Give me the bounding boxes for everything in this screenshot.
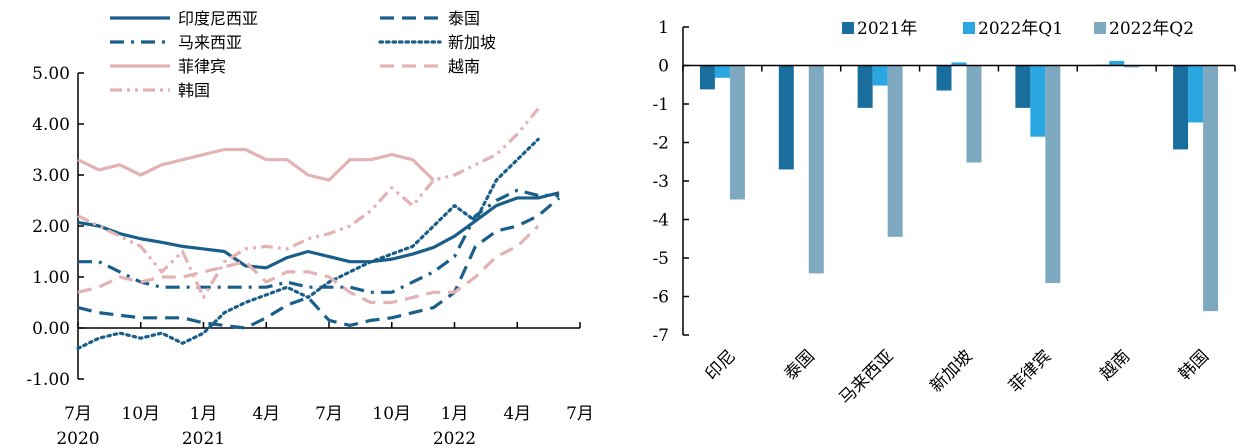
y-tick-label: 1.00 [32, 268, 70, 288]
x-tick-month: 10月 [372, 404, 411, 424]
y-tick-label: -3 [652, 172, 669, 192]
x-tick-month: 4月 [503, 404, 531, 424]
x-tick-year: 2022 [433, 429, 476, 448]
category-label: 泰国 [781, 346, 819, 384]
x-tick-month: 7月 [64, 404, 92, 424]
y-tick-label: -1.00 [26, 370, 70, 390]
y-tick-label: -4 [652, 211, 669, 231]
x-tick-month: 10月 [121, 404, 160, 424]
y-tick-label: -6 [652, 288, 669, 308]
legend-label: 越南 [448, 57, 480, 76]
y-tick-label: 3.00 [32, 166, 70, 186]
category-label: 印尼 [702, 346, 740, 384]
bar-0-4 [1015, 65, 1031, 108]
y-tick-label: -7 [652, 326, 669, 346]
series-line-6 [77, 107, 540, 299]
category-label: 新加坡 [926, 346, 976, 396]
series-line-0 [77, 191, 560, 270]
legend-label: 泰国 [448, 9, 480, 28]
y-tick-label: 4.00 [32, 115, 70, 135]
legend-label: 新加坡 [448, 33, 496, 52]
series-line-4 [77, 147, 435, 182]
bar-2-1 [808, 65, 824, 274]
legend-swatch [1094, 22, 1106, 34]
x-tick-month: 7月 [315, 404, 343, 424]
series-line-1 [77, 196, 561, 330]
category-label: 马来西亚 [835, 346, 897, 408]
category-label: 韩国 [1175, 346, 1213, 384]
bar-0-0 [699, 65, 715, 90]
bar-0-3 [936, 65, 952, 91]
x-tick-month: 1月 [441, 404, 469, 424]
bar-1-6 [1188, 65, 1204, 123]
y-tick-label: -1 [652, 95, 669, 115]
bar-1-0 [714, 65, 730, 78]
bar-2-6 [1203, 65, 1219, 312]
legend-label: 马来西亚 [178, 33, 242, 52]
bar-0-1 [778, 65, 794, 170]
legend-label: 2022年Q1 [978, 19, 1063, 39]
bar-2-5 [1124, 65, 1140, 68]
bar-1-5 [1109, 60, 1125, 66]
y-tick-label: 1 [658, 18, 669, 38]
bar-1-4 [1030, 65, 1046, 137]
x-tick-month: 1月 [190, 404, 218, 424]
legend-label: 印度尼西亚 [178, 9, 258, 28]
category-label: 越南 [1096, 346, 1134, 384]
x-tick-month: 7月 [566, 404, 594, 424]
legend-label: 2021年 [857, 19, 917, 39]
category-label: 菲律宾 [1005, 346, 1055, 396]
y-tick-label: -5 [652, 249, 669, 269]
x-tick-year: 2021 [182, 429, 225, 448]
y-tick-label: 0.00 [32, 319, 70, 339]
bar-2-2 [887, 65, 903, 237]
bar-2-3 [966, 65, 982, 163]
legend-label: 2022年Q2 [1109, 19, 1194, 39]
legend-label: 韩国 [178, 81, 210, 100]
y-tick-label: 5.00 [32, 64, 70, 84]
legend-swatch [963, 22, 975, 34]
y-tick-label: -2 [652, 134, 669, 154]
y-tick-label: 0 [658, 57, 669, 77]
bar-0-6 [1173, 65, 1189, 150]
line-chart: -1.00 0.00 1.00 2.00 3.00 4.00 5.00 7月 2020 10月 1月… [26, 9, 594, 448]
bar-0-2 [857, 65, 873, 108]
x-tick-year: 2020 [56, 429, 99, 448]
series-line-3 [76, 137, 540, 350]
x-tick-month: 4月 [252, 404, 280, 424]
bar-2-4 [1045, 65, 1061, 284]
bar-1-3 [951, 62, 967, 66]
bar-chart: 1 0 -1 -2 -3 -4 -5 -6 -7 印尼 泰国 马来西亚 新加坡 菲律宾 越南 韩国 2021年 2… [652, 18, 1236, 409]
legend-label: 菲律宾 [178, 57, 226, 76]
bar-1-2 [872, 65, 888, 86]
bar-2-0 [729, 65, 745, 200]
series-line-5 [77, 224, 540, 305]
legend-swatch [842, 22, 854, 34]
y-tick-label: 2.00 [32, 217, 70, 237]
